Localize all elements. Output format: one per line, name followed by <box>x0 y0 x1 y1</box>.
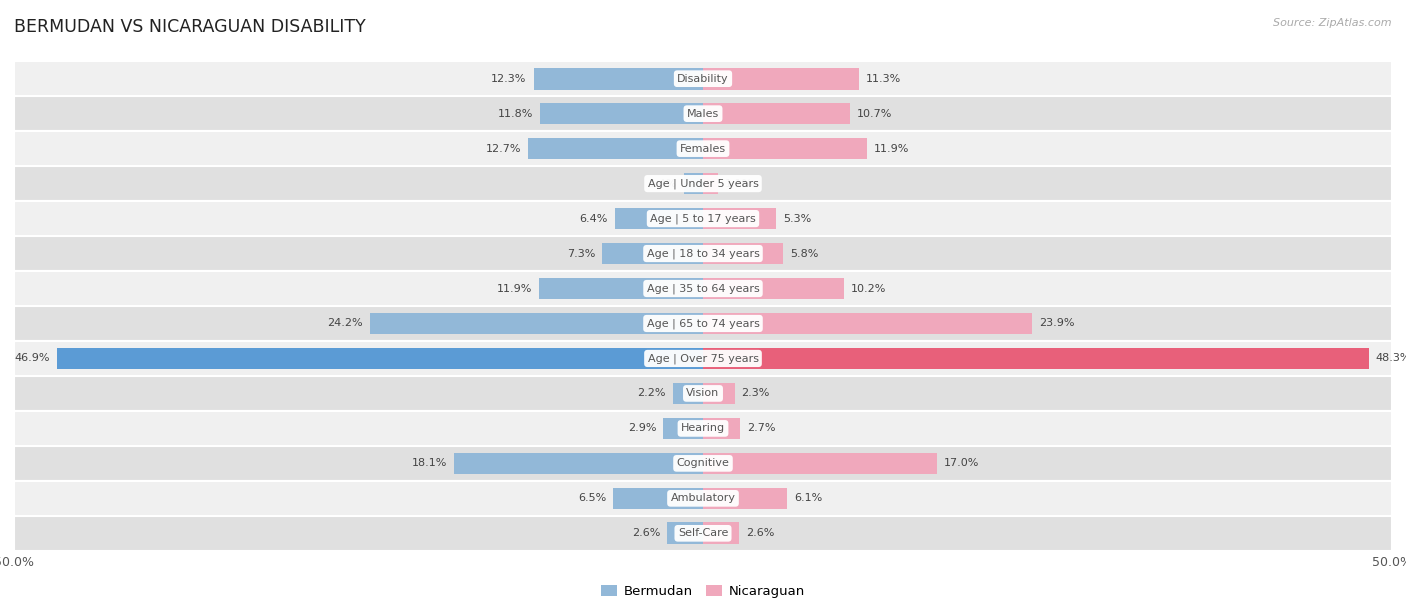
Text: Self-Care: Self-Care <box>678 528 728 539</box>
Bar <box>14 271 1392 306</box>
Bar <box>14 411 1392 446</box>
Text: Ambulatory: Ambulatory <box>671 493 735 503</box>
Text: Age | 5 to 17 years: Age | 5 to 17 years <box>650 214 756 224</box>
Bar <box>14 201 1392 236</box>
Bar <box>540 103 703 124</box>
Text: 1.1%: 1.1% <box>725 179 754 188</box>
Bar <box>664 417 703 439</box>
Text: 2.6%: 2.6% <box>631 528 661 539</box>
Bar <box>14 306 1392 341</box>
Bar <box>672 382 703 405</box>
Text: 2.2%: 2.2% <box>637 389 666 398</box>
Text: Disability: Disability <box>678 73 728 84</box>
Bar <box>703 382 735 405</box>
Bar <box>529 138 703 160</box>
Text: 12.7%: 12.7% <box>485 144 522 154</box>
Bar <box>14 516 1392 551</box>
Text: Vision: Vision <box>686 389 720 398</box>
Bar <box>703 103 851 124</box>
Bar <box>703 417 740 439</box>
Text: 24.2%: 24.2% <box>328 318 363 329</box>
Bar <box>703 68 859 89</box>
Text: 1.4%: 1.4% <box>648 179 676 188</box>
Text: 5.8%: 5.8% <box>790 248 818 258</box>
Text: 6.5%: 6.5% <box>578 493 606 503</box>
Text: 18.1%: 18.1% <box>412 458 447 468</box>
Bar <box>14 481 1392 516</box>
Text: Age | Over 75 years: Age | Over 75 years <box>648 353 758 364</box>
Text: 12.3%: 12.3% <box>491 73 527 84</box>
Bar <box>703 173 718 195</box>
Text: 23.9%: 23.9% <box>1039 318 1074 329</box>
Text: Females: Females <box>681 144 725 154</box>
Text: 11.8%: 11.8% <box>498 109 533 119</box>
Bar <box>533 68 703 89</box>
Bar <box>703 138 868 160</box>
Bar <box>14 61 1392 96</box>
Text: Age | 18 to 34 years: Age | 18 to 34 years <box>647 248 759 259</box>
Bar <box>538 278 703 299</box>
Text: Age | Under 5 years: Age | Under 5 years <box>648 178 758 189</box>
Bar <box>703 523 738 544</box>
Bar <box>14 341 1392 376</box>
Bar <box>454 452 703 474</box>
Text: 10.7%: 10.7% <box>858 109 893 119</box>
Text: 11.9%: 11.9% <box>496 283 531 294</box>
Text: Age | 35 to 64 years: Age | 35 to 64 years <box>647 283 759 294</box>
Text: 48.3%: 48.3% <box>1375 354 1406 364</box>
Bar <box>703 313 1032 334</box>
Bar <box>703 348 1368 369</box>
Text: 11.9%: 11.9% <box>875 144 910 154</box>
Bar <box>14 131 1392 166</box>
Bar <box>703 488 787 509</box>
Bar <box>14 446 1392 481</box>
Text: Males: Males <box>688 109 718 119</box>
Text: 2.6%: 2.6% <box>745 528 775 539</box>
Bar <box>683 173 703 195</box>
Bar <box>14 166 1392 201</box>
Text: 46.9%: 46.9% <box>14 354 49 364</box>
Text: 2.9%: 2.9% <box>627 424 657 433</box>
Text: 11.3%: 11.3% <box>866 73 901 84</box>
Bar <box>614 207 703 230</box>
Text: 5.3%: 5.3% <box>783 214 811 223</box>
Text: 17.0%: 17.0% <box>945 458 980 468</box>
Text: 6.1%: 6.1% <box>794 493 823 503</box>
Text: 2.7%: 2.7% <box>747 424 776 433</box>
Text: Cognitive: Cognitive <box>676 458 730 468</box>
Bar <box>668 523 703 544</box>
Text: 10.2%: 10.2% <box>851 283 886 294</box>
Bar <box>613 488 703 509</box>
Bar <box>14 96 1392 131</box>
Bar <box>602 243 703 264</box>
Text: BERMUDAN VS NICARAGUAN DISABILITY: BERMUDAN VS NICARAGUAN DISABILITY <box>14 18 366 36</box>
Bar <box>703 278 844 299</box>
Bar <box>703 452 938 474</box>
Legend: Bermudan, Nicaraguan: Bermudan, Nicaraguan <box>596 580 810 603</box>
Bar <box>56 348 703 369</box>
Text: 7.3%: 7.3% <box>567 248 596 258</box>
Text: Hearing: Hearing <box>681 424 725 433</box>
Text: Age | 65 to 74 years: Age | 65 to 74 years <box>647 318 759 329</box>
Text: Source: ZipAtlas.com: Source: ZipAtlas.com <box>1274 18 1392 28</box>
Text: 2.3%: 2.3% <box>741 389 770 398</box>
Bar <box>370 313 703 334</box>
Bar <box>14 236 1392 271</box>
Bar <box>703 207 776 230</box>
Bar <box>14 376 1392 411</box>
Text: 6.4%: 6.4% <box>579 214 607 223</box>
Bar <box>703 243 783 264</box>
